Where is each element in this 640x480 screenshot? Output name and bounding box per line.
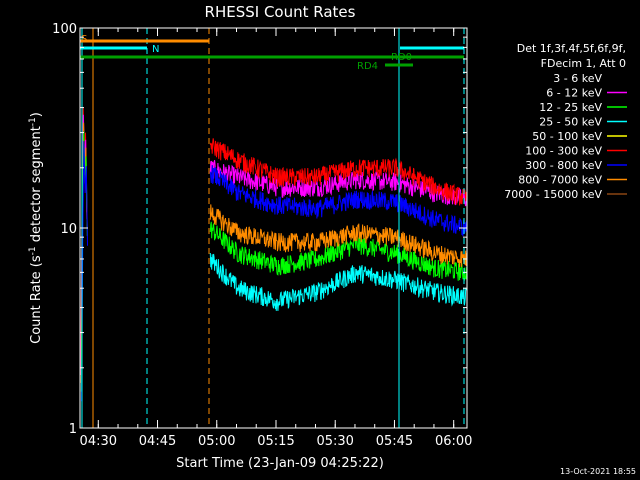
early-spike-trace	[81, 141, 88, 402]
y-tick-label: 10	[60, 222, 77, 237]
x-tick-label: 04:45	[139, 434, 176, 449]
legend-label: 50 - 100 keV	[532, 130, 602, 143]
y-tick-label: 1	[69, 422, 77, 437]
data-traces	[80, 107, 468, 402]
x-tick-label: 04:30	[80, 434, 117, 449]
interval-label: S	[81, 34, 87, 45]
x-tick-label: 05:30	[316, 434, 353, 449]
legend-label: 300 - 800 keV	[525, 159, 602, 172]
plot-frame	[79, 27, 468, 429]
series-line-5	[209, 138, 468, 206]
legend-label: 7000 - 15000 keV	[504, 188, 602, 201]
legend-label: 3 - 6 keV	[553, 72, 602, 85]
series-line-7	[209, 204, 468, 268]
interval-label: N	[152, 44, 159, 55]
x-tick-label: 06:00	[435, 434, 472, 449]
x-axis-label: Start Time (23-Jan-09 04:25:22)	[176, 456, 384, 471]
legend-label: 12 - 25 keV	[539, 101, 602, 114]
legend-label: 25 - 50 keV	[539, 116, 602, 129]
legend-label: 100 - 300 keV	[525, 145, 602, 158]
legend-label: 6 - 12 keV	[546, 87, 602, 100]
x-tick-label: 05:00	[198, 434, 235, 449]
legend-header: FDecim 1, Att 0	[541, 57, 626, 70]
interval-label: RD0	[391, 52, 412, 63]
interval-markers: S N RD0 RD4	[80, 28, 465, 428]
x-tick-label: 05:15	[257, 434, 294, 449]
footer-date: 13-Oct-2021 18:55	[560, 467, 636, 476]
legend: Det 1f,3f,4f,5f,6f,9f, FDecim 1, Att 0 3 -…	[504, 42, 627, 201]
y-tick-label: 100	[52, 22, 77, 37]
series-line-3	[209, 252, 467, 311]
y-axis-label: Count Rate (s-1 detector segment-1)	[28, 112, 44, 344]
legend-label: 800 - 7000 keV	[518, 174, 602, 187]
interval-label: RD4	[357, 61, 378, 72]
legend-header: Det 1f,3f,4f,5f,6f,9f,	[517, 42, 626, 55]
x-tick-label: 05:45	[376, 434, 413, 449]
series-line-6	[209, 165, 468, 237]
axes: 1 10 100 04:30 04:45 05:00 05:15 05:30 05:45 06:0…	[52, 22, 472, 449]
chart-title: RHESSI Count Rates	[205, 3, 356, 21]
